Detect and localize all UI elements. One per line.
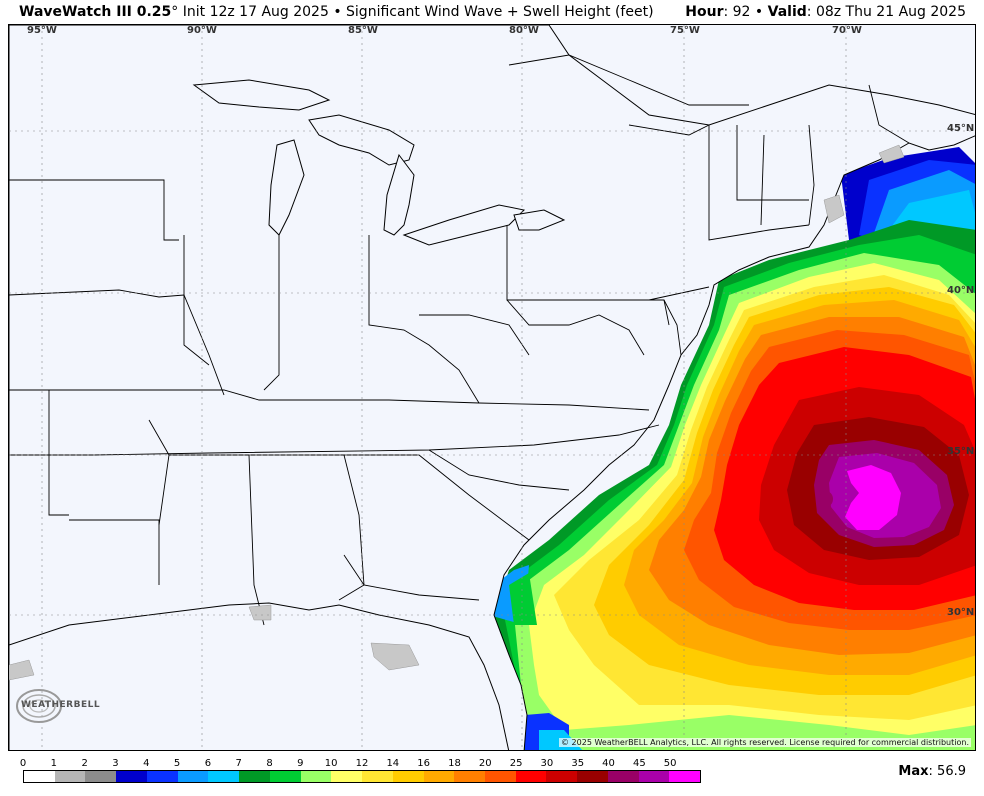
legend-tick-label: 40 xyxy=(602,758,615,769)
legend-swatch xyxy=(515,771,547,782)
color-legend: 0 1 2 3 4 5 6 7 8 9 10 12 14 16 18 20 25 30 35 40 45 50 xyxy=(19,758,701,784)
islands xyxy=(9,144,905,681)
legend-tick-label: 1 xyxy=(50,758,57,769)
legend-tick-label: 8 xyxy=(266,758,273,769)
logo-swirl-icon xyxy=(16,689,62,723)
legend-swatch xyxy=(546,771,578,782)
bullet-separator-2: • xyxy=(754,4,764,20)
legend-color-bar xyxy=(23,770,701,783)
graticule xyxy=(9,25,975,750)
legend-swatch xyxy=(239,771,270,782)
legend-swatch xyxy=(85,771,117,782)
legend-tick-label: 6 xyxy=(204,758,212,769)
legend-tick-label: 18 xyxy=(448,758,461,769)
legend-tick-label: 16 xyxy=(417,758,430,769)
lat-label-30n: 30°N xyxy=(947,607,975,618)
legend-tick-label: 30 xyxy=(540,758,554,769)
degree-symbol: ° xyxy=(171,4,179,20)
lat-label-40n: 40°N xyxy=(947,285,975,296)
legend-swatch xyxy=(208,771,240,782)
lon-label-85w: 85°W xyxy=(348,25,378,36)
model-name: WaveWatch III 0.25 xyxy=(19,4,172,20)
legend-swatch xyxy=(116,771,147,782)
legend-swatch xyxy=(607,771,639,782)
legend-swatch xyxy=(392,771,424,782)
legend-swatch xyxy=(300,771,332,782)
map-title: WaveWatch III 0.25° Init 12z 17 Aug 2025… xyxy=(19,4,654,20)
logo-text: WEATHERBELL xyxy=(21,700,101,710)
wave-contours xyxy=(489,147,975,750)
legend-swatch xyxy=(638,771,670,782)
legend-tick-label: 20 xyxy=(478,758,492,769)
legend-swatch xyxy=(577,771,608,782)
lat-label-35n: 35°N xyxy=(947,446,975,457)
legend-tick-label: 14 xyxy=(386,758,400,769)
land-masses xyxy=(9,25,975,750)
forecast-time: Hour: 92 • Valid: 08z Thu 21 Aug 2025 xyxy=(685,4,966,20)
legend-tick-label: 5 xyxy=(173,758,181,769)
hour-value: : 92 xyxy=(723,4,751,20)
legend-tick-label: 4 xyxy=(143,758,150,769)
lat-label-45n: 45°N xyxy=(947,123,975,134)
lon-label-90w: 90°W xyxy=(187,25,217,36)
lon-label-80w: 80°W xyxy=(509,25,539,36)
init-time: Init 12z 17 Aug 2025 xyxy=(182,4,329,20)
legend-tick-label: 2 xyxy=(81,758,88,769)
hour-label: Hour xyxy=(685,4,724,20)
weatherbell-logo: WEATHERBELL xyxy=(13,686,101,726)
max-label: Max xyxy=(898,764,929,779)
legend-tick-label: 7 xyxy=(235,758,242,769)
legend-swatch xyxy=(331,771,363,782)
legend-swatch xyxy=(485,771,516,782)
lon-label-70w: 70°W xyxy=(832,25,862,36)
legend-ticks: 0 1 2 3 4 5 6 7 8 9 10 12 14 16 18 20 25 30 35 40 45 50 xyxy=(19,758,701,770)
great-lakes xyxy=(192,79,566,246)
copyright-notice: © 2025 WeatherBELL Analytics, LLC. All r… xyxy=(559,738,971,747)
legend-tick-label: 12 xyxy=(355,758,369,769)
legend-tick-label: 50 xyxy=(663,758,677,769)
legend-tick-label: 0 xyxy=(19,758,27,769)
legend-tick-label: 35 xyxy=(571,758,585,769)
legend-tick-label: 9 xyxy=(297,758,304,769)
max-value: Max: 56.9 xyxy=(898,764,966,779)
map-graphic xyxy=(9,25,975,750)
legend-swatch xyxy=(177,771,209,782)
legend-tick-label: 25 xyxy=(509,758,523,769)
valid-value: : 08z Thu 21 Aug 2025 xyxy=(806,4,966,20)
lon-label-95w: 95°W xyxy=(27,25,57,36)
legend-swatch xyxy=(454,771,486,782)
bullet-separator: • xyxy=(333,4,342,20)
legend-tick-label: 3 xyxy=(112,758,119,769)
legend-swatch xyxy=(24,771,55,782)
legend-swatch xyxy=(54,771,86,782)
legend-tick-label: 10 xyxy=(324,758,338,769)
gulf-of-mexico xyxy=(9,602,510,750)
legend-swatch xyxy=(269,771,301,782)
product-name: Significant Wind Wave + Swell Height (fe… xyxy=(346,4,654,20)
max-number: : 56.9 xyxy=(928,764,966,779)
wave-height-map[interactable]: 95°W 90°W 85°W 80°W 75°W 70°W 45°N 40°N … xyxy=(8,24,976,751)
lon-label-75w: 75°W xyxy=(670,25,700,36)
legend-swatch xyxy=(423,771,455,782)
valid-label: Valid xyxy=(767,4,807,20)
header-bar: WaveWatch III 0.25° Init 12z 17 Aug 2025… xyxy=(0,0,984,24)
legend-swatch xyxy=(362,771,393,782)
legend-swatch xyxy=(146,771,178,782)
legend-swatch xyxy=(669,771,701,782)
legend-tick-label: 45 xyxy=(632,758,646,769)
